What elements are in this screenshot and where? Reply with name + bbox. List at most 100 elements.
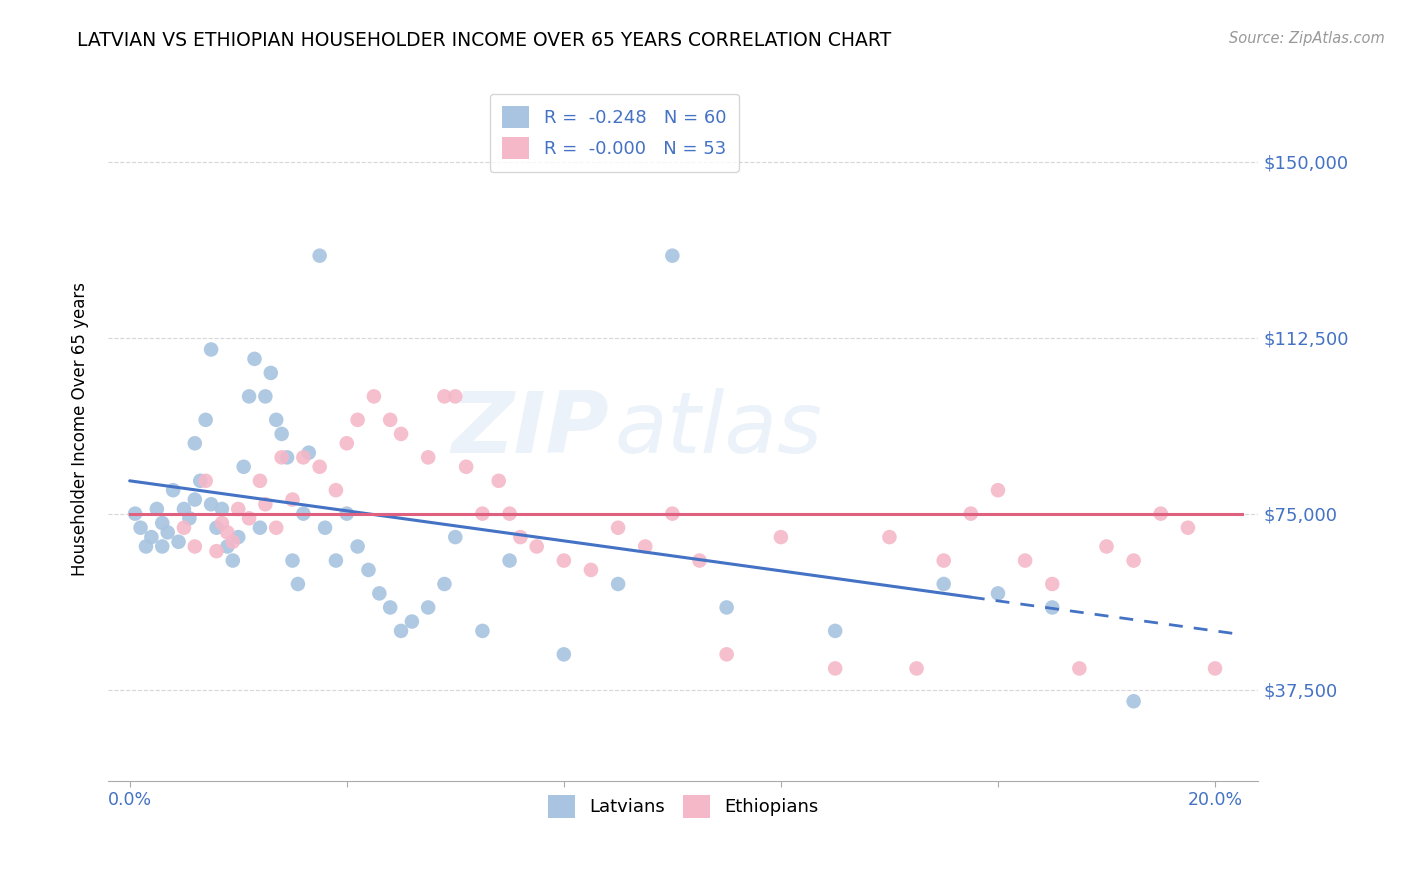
Point <box>314 521 336 535</box>
Point <box>264 521 287 535</box>
Point <box>1122 694 1144 708</box>
Point <box>579 563 602 577</box>
Point <box>389 624 412 638</box>
Point <box>456 459 478 474</box>
Point <box>607 521 630 535</box>
Point <box>959 507 981 521</box>
Point <box>281 553 304 567</box>
Point <box>879 530 901 544</box>
Point <box>1177 521 1199 535</box>
Point <box>184 492 207 507</box>
Point <box>194 474 217 488</box>
Point <box>226 502 249 516</box>
Y-axis label: Householder Income Over 65 years: Householder Income Over 65 years <box>72 282 89 576</box>
Text: atlas: atlas <box>614 388 823 471</box>
Point <box>173 502 195 516</box>
Point <box>444 389 467 403</box>
Point <box>1014 553 1036 567</box>
Point <box>146 502 169 516</box>
Point <box>150 540 173 554</box>
Point <box>433 389 456 403</box>
Point <box>932 553 955 567</box>
Point <box>167 534 190 549</box>
Point <box>162 483 184 498</box>
Point <box>270 450 292 465</box>
Point <box>336 507 359 521</box>
Point <box>661 249 683 263</box>
Point <box>1069 661 1091 675</box>
Point <box>380 413 402 427</box>
Point <box>661 507 683 521</box>
Point <box>1040 600 1063 615</box>
Point <box>1204 661 1226 675</box>
Point <box>824 624 846 638</box>
Point <box>526 540 548 554</box>
Point <box>357 563 380 577</box>
Point <box>689 553 711 567</box>
Point <box>488 474 510 488</box>
Point <box>401 615 423 629</box>
Point <box>287 577 309 591</box>
Point <box>135 540 157 554</box>
Point <box>150 516 173 530</box>
Point <box>444 530 467 544</box>
Point <box>141 530 163 544</box>
Point <box>226 530 249 544</box>
Point <box>270 426 292 441</box>
Point <box>1150 507 1173 521</box>
Point <box>156 525 179 540</box>
Point <box>471 507 494 521</box>
Point <box>184 540 207 554</box>
Text: LATVIAN VS ETHIOPIAN HOUSEHOLDER INCOME OVER 65 YEARS CORRELATION CHART: LATVIAN VS ETHIOPIAN HOUSEHOLDER INCOME … <box>77 31 891 50</box>
Point <box>905 661 928 675</box>
Point <box>276 450 298 465</box>
Point <box>389 426 412 441</box>
Point <box>238 511 260 525</box>
Point <box>179 511 201 525</box>
Point <box>238 389 260 403</box>
Point <box>188 474 211 488</box>
Point <box>184 436 207 450</box>
Point <box>222 553 245 567</box>
Point <box>987 483 1010 498</box>
Point <box>368 586 391 600</box>
Point <box>380 600 402 615</box>
Point <box>336 436 359 450</box>
Point <box>471 624 494 638</box>
Point <box>553 553 575 567</box>
Point <box>433 577 456 591</box>
Point <box>418 450 440 465</box>
Point <box>769 530 792 544</box>
Point <box>1040 577 1063 591</box>
Point <box>129 521 152 535</box>
Text: ZIP: ZIP <box>451 388 609 471</box>
Point <box>292 450 315 465</box>
Text: Source: ZipAtlas.com: Source: ZipAtlas.com <box>1229 31 1385 46</box>
Point <box>418 600 440 615</box>
Point <box>509 530 531 544</box>
Point <box>716 600 738 615</box>
Point <box>308 249 330 263</box>
Point <box>211 502 233 516</box>
Point <box>194 413 217 427</box>
Point <box>987 586 1010 600</box>
Point <box>634 540 657 554</box>
Point <box>205 544 228 558</box>
Point <box>217 540 239 554</box>
Point <box>716 648 738 662</box>
Point <box>249 474 271 488</box>
Point <box>325 553 347 567</box>
Point <box>346 413 368 427</box>
Point <box>363 389 385 403</box>
Point <box>553 648 575 662</box>
Point <box>932 577 955 591</box>
Point <box>254 497 277 511</box>
Legend: Latvians, Ethiopians: Latvians, Ethiopians <box>540 789 825 825</box>
Point <box>254 389 277 403</box>
Point <box>232 459 254 474</box>
Point <box>205 521 228 535</box>
Point <box>325 483 347 498</box>
Point <box>243 351 266 366</box>
Point <box>1122 553 1144 567</box>
Point <box>498 507 520 521</box>
